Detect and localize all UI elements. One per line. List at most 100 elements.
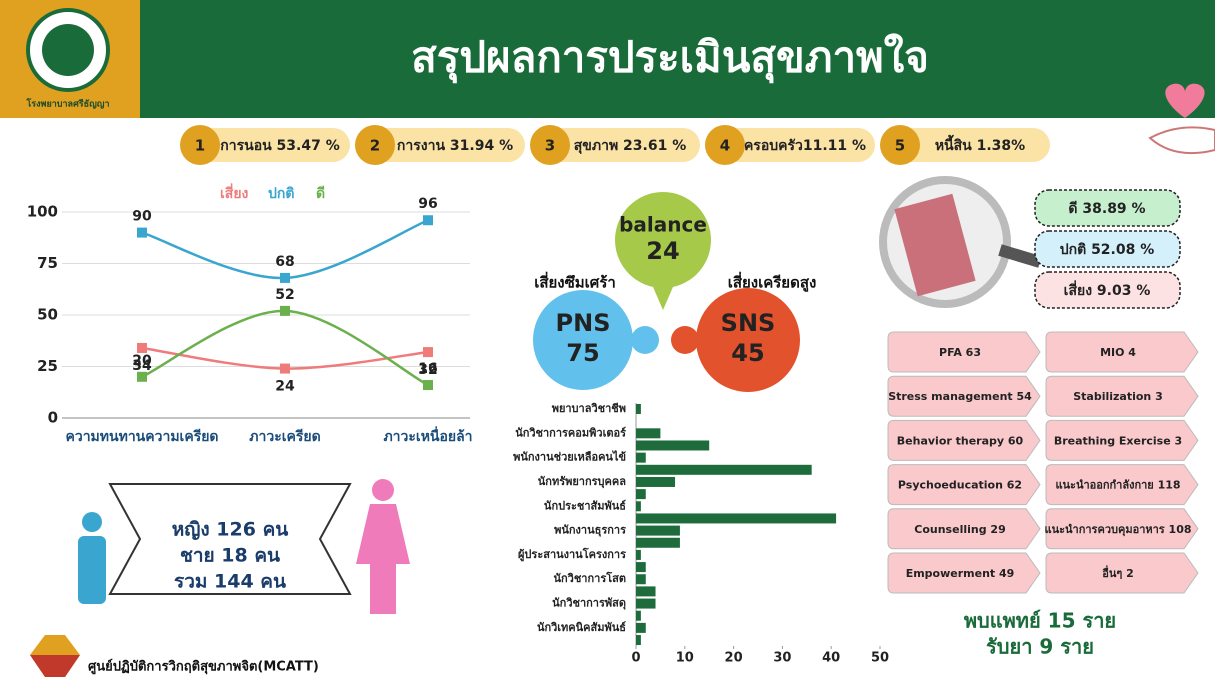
sns-caption: เสี่ยงเครียดสูง xyxy=(728,272,817,293)
intervention-label: Stress management 54 xyxy=(888,390,1032,403)
bar xyxy=(636,501,641,511)
y-tick-label: นักวิชาการคอมพิวเตอร์ xyxy=(515,426,626,439)
bar xyxy=(636,526,680,536)
gender-male: ชาย 18 คน xyxy=(180,545,280,567)
bar xyxy=(636,440,709,450)
female-icon xyxy=(372,479,394,501)
intervention-label: แนะนำออกกำลังกาย 118 xyxy=(1055,479,1180,492)
bar xyxy=(636,538,680,548)
data-label: 16 xyxy=(418,361,437,377)
data-point xyxy=(423,347,433,357)
intervention-label: Stabilization 3 xyxy=(1073,390,1163,403)
rank-number: 4 xyxy=(720,137,730,155)
intervention-label: PFA 63 xyxy=(939,346,981,359)
intervention-label: แนะนำการควบคุมอาหาร 108 xyxy=(1045,523,1192,537)
rank-number: 3 xyxy=(545,137,555,155)
hospital-name: โรงพยาบาลศรีธัญญา xyxy=(25,98,109,110)
bar xyxy=(636,477,675,487)
y-tick-label: นักวิชาการโสต xyxy=(553,571,626,585)
bar xyxy=(636,404,641,414)
y-tick-label: 100 xyxy=(27,203,58,221)
balance-value: 24 xyxy=(646,237,679,265)
page-title: สรุปผลการประเมินสุขภาพใจ xyxy=(411,33,929,84)
intervention-label: Breathing Exercise 3 xyxy=(1054,434,1182,447)
x-tick-label: 30 xyxy=(773,651,791,666)
data-point xyxy=(137,228,147,238)
data-point xyxy=(423,215,433,225)
male-icon xyxy=(82,512,102,532)
data-label: 52 xyxy=(275,287,294,303)
x-tick-label: 20 xyxy=(725,651,743,666)
gender-total: รวม 144 คน xyxy=(174,571,286,593)
bar xyxy=(636,562,646,572)
data-label: 90 xyxy=(132,209,152,225)
x-tick-label: ความทนทานความเครียด xyxy=(65,429,218,445)
bar xyxy=(636,489,646,499)
status-label: ปกติ 52.08 % xyxy=(1060,242,1155,258)
status-label: เสี่ยง 9.03 % xyxy=(1064,280,1151,299)
sns-label: SNS xyxy=(721,309,776,337)
gender-female: หญิง 126 คน xyxy=(172,519,289,541)
y-tick-label: พยาบาลวิชาชีพ xyxy=(552,402,626,415)
sns-value: 45 xyxy=(731,339,764,367)
bar xyxy=(636,635,641,645)
rank-number: 2 xyxy=(370,137,380,155)
y-tick-label: พนักงานช่วยเหลือคนไข้ xyxy=(513,450,626,464)
pns-label: PNS xyxy=(556,309,611,337)
x-tick-label: 40 xyxy=(822,651,840,666)
x-tick-label: ภาวะเครียด xyxy=(249,429,320,445)
data-point xyxy=(280,364,290,374)
rank-label: การนอน 53.47 % xyxy=(220,138,339,154)
y-tick-label: นักทรัพยากรบุคคล xyxy=(538,475,626,489)
bar xyxy=(636,453,646,463)
y-tick-label: 50 xyxy=(37,306,58,324)
intervention-label: Counselling 29 xyxy=(914,523,1005,536)
intervention-label: Empowerment 49 xyxy=(906,567,1015,580)
bar xyxy=(636,513,836,523)
data-label: 24 xyxy=(275,379,295,395)
rank-label: การงาน 31.94 % xyxy=(397,138,513,154)
data-label: 96 xyxy=(418,196,437,212)
legend-entry: ปกติ xyxy=(268,186,294,202)
rank-label: สุขภาพ 23.61 % xyxy=(574,138,687,154)
y-tick-label: 25 xyxy=(37,357,58,375)
bar xyxy=(636,465,812,475)
male-icon-body xyxy=(78,536,106,604)
data-label: 68 xyxy=(275,254,294,270)
pns-value: 75 xyxy=(566,339,599,367)
data-label: 20 xyxy=(132,353,152,369)
bar xyxy=(636,586,656,596)
data-point xyxy=(423,380,433,390)
intervention-label: Behavior therapy 60 xyxy=(897,434,1024,447)
bar xyxy=(636,574,646,584)
intervention-label: MIO 4 xyxy=(1100,346,1136,359)
y-tick-label: 75 xyxy=(37,254,58,272)
x-tick-label: 0 xyxy=(631,651,640,666)
bar xyxy=(636,623,646,633)
data-point xyxy=(137,372,147,382)
balance-label: balance xyxy=(619,213,707,237)
logo-inner xyxy=(42,24,94,76)
footer-text: ศูนย์ปฏิบัติการวิกฤติสุขภาพจิต(MCATT) xyxy=(88,659,319,675)
pns-caption: เสี่ยงซึมเศร้า xyxy=(534,272,616,292)
y-tick-label: 0 xyxy=(48,409,58,427)
rank-number: 1 xyxy=(195,137,205,155)
bar xyxy=(636,428,660,438)
bar xyxy=(636,599,656,609)
outcome-doctor: พบแพทย์ 15 ราย xyxy=(964,609,1116,633)
infographic: โรงพยาบาลศรีธัญญา สรุปผลการประเมินสุขภาพ… xyxy=(0,0,1215,697)
data-point xyxy=(280,306,290,316)
y-tick-label: ผู้ประสานงานโครงการ xyxy=(518,547,626,562)
x-tick-label: ภาวะเหนื่อยล้า xyxy=(383,426,472,445)
x-tick-label: 50 xyxy=(871,651,889,666)
bar xyxy=(636,611,641,621)
x-tick-label: 10 xyxy=(676,651,694,666)
y-tick-label: นักประชาสัมพันธ์ xyxy=(544,499,626,512)
intervention-label: อื่นๆ 2 xyxy=(1102,565,1134,580)
legend-entry: เสี่ยง xyxy=(220,183,249,202)
intervention-label: Psychoeducation 62 xyxy=(898,479,1022,492)
rank-number: 5 xyxy=(895,137,905,155)
y-tick-label: นักวิเทคนิคสัมพันธ์ xyxy=(537,621,626,634)
data-point xyxy=(137,343,147,353)
outcome-medicine: รับยา 9 ราย xyxy=(986,635,1094,659)
